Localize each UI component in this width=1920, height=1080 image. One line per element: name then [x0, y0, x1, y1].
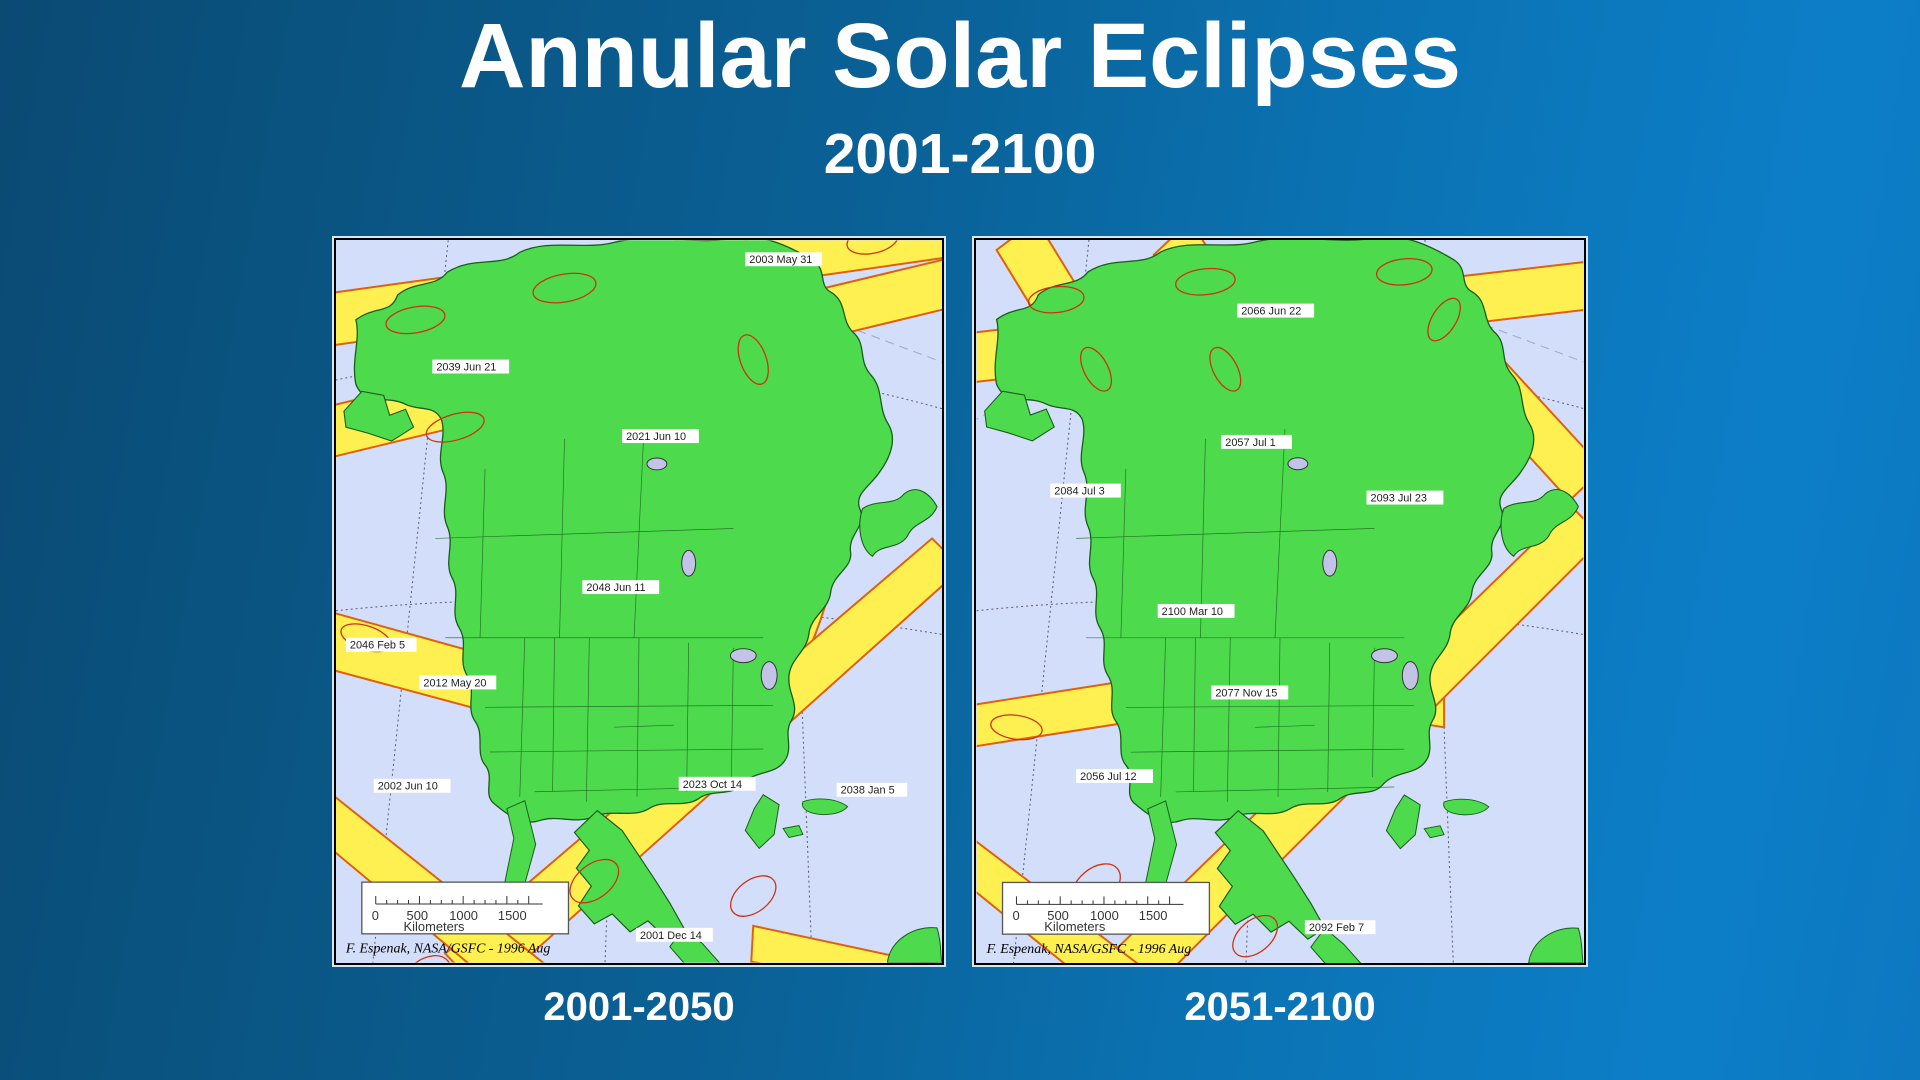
svg-text:2038 Jan 5: 2038 Jan 5 — [841, 785, 895, 797]
svg-text:1500: 1500 — [498, 908, 527, 923]
svg-text:2048 Jun 11: 2048 Jun 11 — [586, 582, 645, 594]
svg-text:2066 Jun 22: 2066 Jun 22 — [1241, 306, 1301, 318]
svg-text:2012 May 20: 2012 May 20 — [423, 677, 486, 689]
svg-text:0: 0 — [1012, 908, 1019, 923]
svg-text:2039 Jun 21: 2039 Jun 21 — [436, 362, 496, 374]
svg-text:2092 Feb 7: 2092 Feb 7 — [1309, 922, 1364, 934]
svg-text:2100 Mar 10: 2100 Mar 10 — [1162, 606, 1223, 618]
svg-text:2021 Jun 10: 2021 Jun 10 — [626, 431, 686, 443]
svg-text:2003 May 31: 2003 May 31 — [749, 254, 812, 266]
svg-text:Kilometers: Kilometers — [404, 919, 465, 934]
svg-text:1500: 1500 — [1139, 908, 1168, 923]
svg-text:2057 Jul 1: 2057 Jul 1 — [1225, 437, 1275, 449]
svg-text:2001 Dec 14: 2001 Dec 14 — [640, 930, 702, 942]
svg-text:0: 0 — [372, 908, 379, 923]
svg-text:2077 Nov 15: 2077 Nov 15 — [1215, 687, 1277, 699]
svg-text:2056 Jul 12: 2056 Jul 12 — [1080, 771, 1136, 783]
svg-text:F. Espenak, NASA/GSFC - 1996 A: F. Espenak, NASA/GSFC - 1996 Aug — [986, 942, 1192, 957]
svg-text:F. Espenak, NASA/GSFC - 1996 A: F. Espenak, NASA/GSFC - 1996 Aug — [345, 942, 550, 957]
svg-text:2046 Feb 5: 2046 Feb 5 — [350, 640, 405, 652]
svg-text:2093 Jul 23: 2093 Jul 23 — [1370, 493, 1426, 505]
svg-text:Kilometers: Kilometers — [1044, 919, 1105, 934]
svg-text:2002 Jun 10: 2002 Jun 10 — [378, 781, 438, 793]
svg-text:2084 Jul 3: 2084 Jul 3 — [1054, 486, 1104, 498]
svg-text:2023 Oct 14: 2023 Oct 14 — [683, 779, 742, 791]
